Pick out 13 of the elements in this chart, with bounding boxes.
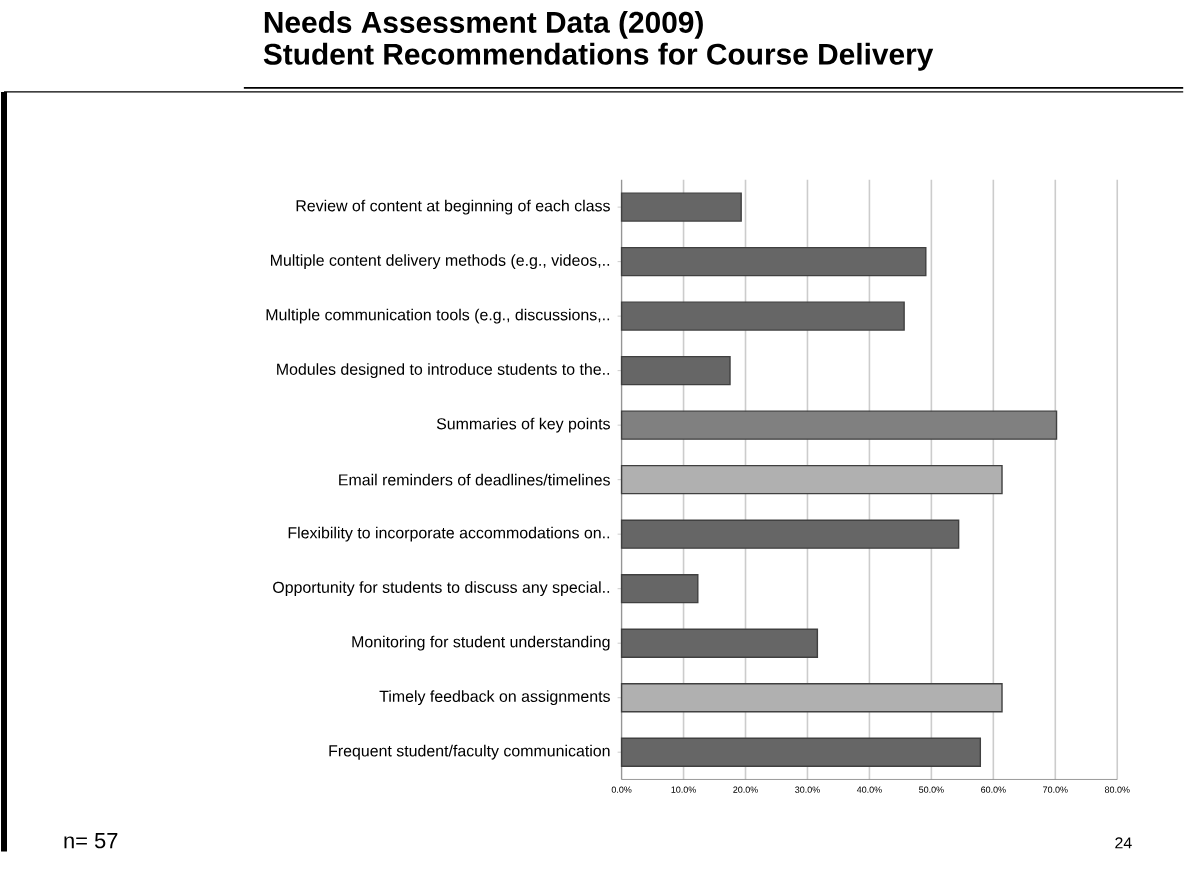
chart-title: Needs Assessment Data (2009) — [264, 11, 703, 40]
text: n= 57 — [64, 833, 118, 849]
bar — [620, 737, 982, 768]
bar — [620, 301, 905, 332]
bar — [620, 465, 1003, 495]
bar — [620, 247, 927, 277]
bar — [620, 628, 819, 659]
bar — [620, 192, 742, 223]
bar — [620, 356, 731, 386]
chart-subtitle: Student Recommendations for Course Delivery — [263, 43, 934, 72]
bar — [620, 574, 699, 604]
bar — [620, 683, 1003, 713]
bar — [620, 519, 960, 550]
